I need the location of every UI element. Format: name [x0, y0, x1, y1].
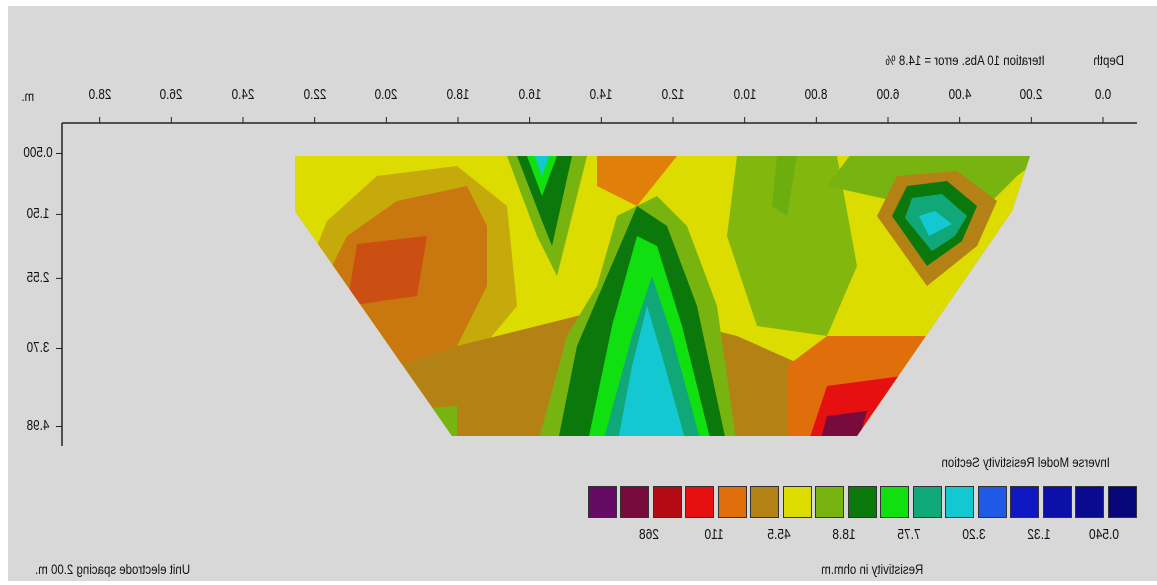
- depth-tick-label: 2.55: [26, 269, 50, 287]
- depth-tick-label: 1.50: [26, 205, 50, 223]
- resistivity-section: [295, 156, 1030, 436]
- x-tick-label: 20.0: [374, 86, 398, 103]
- x-axis-ticks: [99, 117, 1104, 123]
- electrode-spacing-label: Unit electrode spacing 2.00 m.: [35, 561, 191, 577]
- legend-value: 1.32: [1027, 526, 1051, 543]
- depth-tick-label: 3.70: [26, 339, 50, 357]
- chart-title: Inverse Model Resistivity Section: [941, 454, 1110, 470]
- x-tick-label: 8.00: [804, 86, 828, 103]
- legend-value: 0.540: [1088, 526, 1120, 543]
- legend-value: 268: [638, 526, 660, 543]
- legend-value: 18.8: [832, 526, 856, 543]
- legend-value: 7.75: [897, 526, 921, 543]
- legend-value: 3.20: [962, 526, 986, 543]
- depth-label: Depth: [1093, 52, 1124, 68]
- legend-value: 110: [704, 526, 724, 543]
- chart-subtitle: Iteration 10 Abs. error = 14.8 %: [885, 52, 1045, 68]
- depth-tick-label: 0.500: [23, 144, 53, 162]
- resistivity-label: Resistivity in ohm.m: [821, 561, 924, 577]
- text-layer: Depth Iteration 10 Abs. error = 14.8 % I…: [8, 6, 1157, 581]
- x-tick-label: 18.0: [446, 86, 470, 103]
- x-tick-label: 28.0: [88, 86, 112, 103]
- pseudosection-plot: [56, 117, 1137, 446]
- x-tick-label: 22.0: [303, 86, 327, 103]
- x-tick-label: 14.0: [589, 86, 613, 103]
- distance-unit: m.: [21, 88, 35, 104]
- x-tick-label: 12.0: [661, 86, 685, 103]
- resistivity-figure: Depth Iteration 10 Abs. error = 14.8 % I…: [8, 6, 1157, 581]
- y-axis-ticks: [56, 152, 62, 427]
- x-tick-label: 26.0: [159, 86, 183, 103]
- x-tick-label: 2.00: [1019, 86, 1043, 103]
- x-tick-label: 16.0: [518, 86, 542, 103]
- x-tick-label: 4.00: [948, 86, 972, 103]
- x-tick-label: 10.0: [733, 86, 757, 103]
- x-tick-label: 24.0: [231, 86, 255, 103]
- legend-value: 45.5: [767, 526, 791, 543]
- x-tick-label: 6.00: [876, 86, 900, 103]
- mirrored-scene: [8, 6, 1157, 581]
- x-tick-label: 0.0: [1094, 86, 1112, 103]
- depth-tick-label: 4.98: [26, 417, 50, 435]
